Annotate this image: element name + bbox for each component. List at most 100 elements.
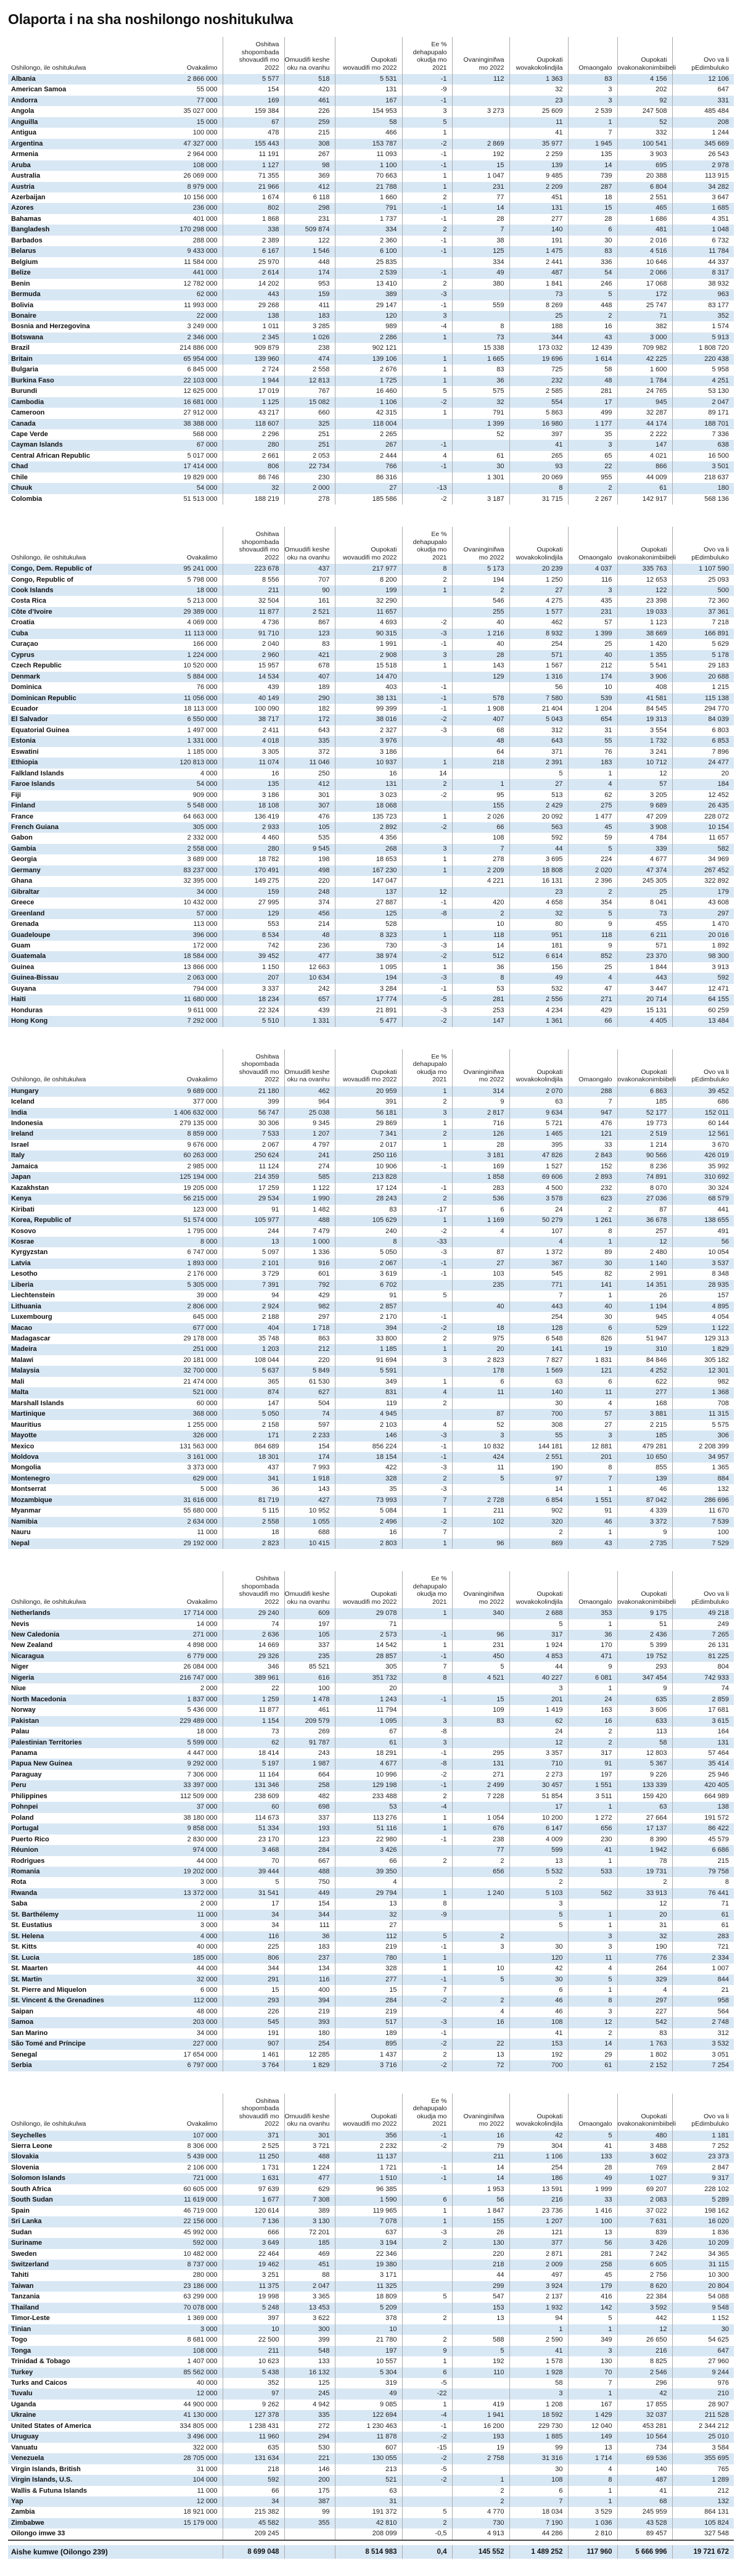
- cell-peak_publishers_2022: 2 823: [222, 1538, 284, 1550]
- cell-memorial_attendance: 16 500: [672, 450, 734, 462]
- cell-baptized_2022: 15: [451, 160, 509, 171]
- cell-avg_bible_studies: 46: [617, 1484, 672, 1495]
- cell-avg_publishers_2022: 319: [334, 2378, 402, 2389]
- cell-congregations: 15: [567, 203, 617, 214]
- table-row: Botswana 2 346 000 2 345 1 026 2 286 1 73 344 43…: [8, 332, 734, 344]
- cell-avg_pioneers: 265: [509, 450, 568, 462]
- cell-memorial_attendance: 131: [672, 1737, 734, 1748]
- cell-pct_increase_2021: -2: [401, 2432, 452, 2443]
- col-header-avg_bible_studies: Oupokati ovakonakonimbiibeli: [617, 37, 676, 74]
- cell-avg_publishers_2022: 1 991: [334, 639, 402, 650]
- cell-baptized_2022: 16 200: [451, 2421, 509, 2432]
- cell-pct_increase_2021: -3: [401, 1430, 452, 1442]
- cell-ratio_per_publisher: 294: [284, 2432, 335, 2443]
- cell-pct_increase_2021: 1: [401, 1118, 452, 1129]
- cell-avg_pioneers: 371: [509, 746, 568, 758]
- cell-population: 9 611 000: [187, 1006, 218, 1014]
- cell-country: Botswana: [11, 333, 43, 341]
- cell-population: 3 373 000: [187, 1464, 218, 1472]
- cell-country: Wallis & Futuna Islands: [11, 2487, 88, 2495]
- cell-avg_pioneers: 451: [509, 192, 568, 204]
- cell-memorial_attendance: 35 992: [672, 1161, 734, 1173]
- cell-avg_bible_studies: 20 714: [617, 994, 672, 1005]
- cell-avg_publishers_2022: 70 663: [334, 171, 402, 182]
- cell-population: 645 000: [192, 1313, 218, 1321]
- cell-avg_publishers_2022: 3 023: [334, 790, 402, 801]
- cell-congregations: 83: [567, 74, 617, 85]
- cell-baptized_2022: 153: [451, 2302, 509, 2314]
- grand-total-table: Aishe kumwe (Oilongo 239) 8 699 048 8 514 …: [8, 2545, 734, 2559]
- cell-memorial_attendance: 74: [672, 1683, 734, 1695]
- cell-ratio_per_publisher: 429: [284, 1290, 335, 1302]
- cell-population: 2 332 000: [187, 834, 218, 842]
- cell-avg_pioneers: [509, 1931, 568, 1942]
- cell-congregations: 36: [567, 1630, 617, 1641]
- cell-avg_publishers_2022: 18 653: [334, 854, 402, 865]
- cell-population: 12 000: [196, 2497, 218, 2505]
- cell-baptized_2022: 380: [451, 278, 509, 290]
- cell-memorial_attendance: 2 859: [672, 1694, 734, 1706]
- cell-ratio_per_publisher: 688: [284, 1527, 335, 1538]
- table-row: El Salvador 6 550 000 38 717 172 38 016 -2 407…: [8, 714, 734, 725]
- total-pct_increase_2021: 0,4: [401, 2545, 452, 2559]
- table-row: Haiti 11 680 000 18 234 657 17 774 -5 281 2 556…: [8, 994, 734, 1005]
- cell-pct_increase_2021: -2: [401, 951, 452, 962]
- cell-population: 38 180 000: [183, 1814, 218, 1822]
- cell-pct_increase_2021: -1: [401, 1269, 452, 1280]
- cell-pct_increase_2021: -1: [401, 1312, 452, 1323]
- cell-country: Guinea: [11, 963, 35, 971]
- cell-congregations: 1 551: [567, 1780, 617, 1791]
- cell-peak_publishers_2022: 21 180: [222, 1086, 284, 1097]
- cell-memorial_attendance: 3 670: [672, 1139, 734, 1151]
- cell-avg_bible_studies: 185: [617, 1430, 672, 1442]
- cell-memorial_attendance: 26 131: [672, 1640, 734, 1651]
- cell-pct_increase_2021: -1: [401, 639, 452, 650]
- cell-peak_publishers_2022: 635: [222, 2442, 284, 2454]
- cell-country: Romania: [11, 1867, 40, 1875]
- cell-baptized_2022: 22: [451, 2039, 509, 2050]
- cell-memorial_attendance: 7 336: [672, 429, 734, 440]
- cell-ratio_per_publisher: 159: [284, 289, 335, 300]
- table-row: Denmark 5 884 000 14 534 407 14 470 129 1 316 1…: [8, 671, 734, 683]
- cell-ratio_per_publisher: 284: [284, 1845, 335, 1856]
- cell-avg_pioneers: 2 137: [509, 2292, 568, 2303]
- cell-memorial_attendance: 17 681: [672, 1705, 734, 1716]
- cell-population: 2 866 000: [187, 75, 218, 83]
- cell-baptized_2022: 1 047: [451, 171, 509, 182]
- cell-population: 1 407 000: [187, 2358, 218, 2366]
- cell-avg_pioneers: 1 419: [509, 1705, 568, 1716]
- cell-country: North Macedonia: [11, 1695, 67, 1703]
- cell-baptized_2022: [451, 768, 509, 780]
- cell-peak_publishers_2022: 35 748: [222, 1334, 284, 1345]
- cell-pct_increase_2021: -1: [401, 246, 452, 257]
- cell-avg_publishers_2022: 3 284: [334, 983, 402, 995]
- cell-pct_increase_2021: 1: [401, 1506, 452, 1517]
- cell-population: 185 000: [192, 1954, 218, 1962]
- table-row: Chad 17 414 000 806 22 734 766 -1 30 93 22 866 3 5…: [8, 461, 734, 473]
- cell-baptized_2022: 512: [451, 951, 509, 962]
- cell-avg_publishers_2022: 147 047: [334, 876, 402, 887]
- cell-congregations: 1: [567, 1527, 617, 1538]
- cell-avg_pioneers: 3 357: [509, 1748, 568, 1759]
- cell-avg_pioneers: 186: [509, 2173, 568, 2184]
- col-header-pct_increase_2021: Ee % dehapupalo okudja mo 2021: [401, 1571, 452, 1609]
- cell-avg_publishers_2022: 11 325: [334, 2281, 402, 2292]
- col-header-ratio_per_publisher: Omuudifi keshe oku na ovanhu: [284, 2093, 335, 2131]
- table-row: Cameroon 27 912 000 43 217 660 42 315 1 791 5 8…: [8, 408, 734, 419]
- cell-avg_bible_studies: 1 600: [617, 365, 672, 376]
- cell-country: Norway: [11, 1706, 36, 1714]
- cell-congregations: 91: [567, 1506, 617, 1517]
- cell-peak_publishers_2022: 215 382: [222, 2507, 284, 2518]
- cell-ratio_per_publisher: 183: [284, 310, 335, 322]
- cell-avg_pioneers: 7: [509, 2496, 568, 2508]
- cell-ratio_per_publisher: 461: [284, 1705, 335, 1716]
- cell-baptized_2022: [451, 310, 509, 322]
- cell-country: Aruba: [11, 161, 31, 169]
- cell-avg_publishers_2022: 2 103: [334, 1419, 402, 1431]
- cell-baptized_2022: 10: [451, 919, 509, 930]
- cell-avg_bible_studies: 202: [617, 85, 672, 96]
- cell-avg_bible_studies: 347 454: [617, 1672, 672, 1684]
- cell-avg_bible_studies: 23 370: [617, 951, 672, 962]
- cell-memorial_attendance: 312: [672, 2028, 734, 2039]
- cell-pct_increase_2021: 2: [401, 2313, 452, 2324]
